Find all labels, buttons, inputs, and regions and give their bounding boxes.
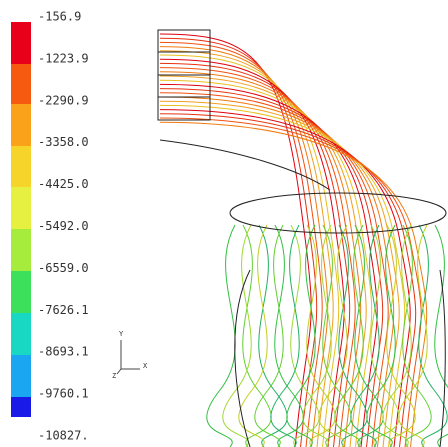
streamlines bbox=[158, 30, 448, 447]
axis-y-label: Y bbox=[119, 330, 124, 338]
streamline bbox=[160, 38, 317, 447]
axis-z-label: Z bbox=[112, 372, 116, 380]
legend-label: -2290.9 bbox=[38, 93, 89, 107]
streamline bbox=[207, 225, 235, 447]
legend-label: -9760.1 bbox=[38, 387, 89, 401]
streamline bbox=[435, 225, 448, 447]
streamline bbox=[160, 72, 361, 447]
legend-label: -10827. bbox=[38, 429, 89, 443]
axis-triad bbox=[117, 340, 140, 374]
legend-label: -5492.0 bbox=[38, 219, 89, 233]
streamline bbox=[160, 105, 405, 447]
legend-label: -4425.0 bbox=[38, 177, 89, 191]
color-bar bbox=[11, 22, 31, 417]
legend-label: -8693.1 bbox=[38, 345, 89, 359]
streamline bbox=[160, 89, 383, 447]
streamline bbox=[160, 34, 311, 447]
legend-label: -156.9 bbox=[38, 10, 81, 24]
legend-label: -1223.9 bbox=[38, 51, 89, 65]
legend-label: -3358.0 bbox=[38, 135, 89, 149]
streamline bbox=[223, 225, 251, 447]
legend-label: -7626.1 bbox=[38, 303, 89, 317]
axis-x-label: X bbox=[143, 362, 148, 370]
streamline bbox=[160, 76, 366, 447]
visualization: -156.9 -1223.9 -2290.9 -3358.0 -4425.0 -5492.… bbox=[0, 0, 448, 447]
streamline bbox=[160, 122, 427, 447]
legend-label: -6559.0 bbox=[38, 261, 89, 275]
